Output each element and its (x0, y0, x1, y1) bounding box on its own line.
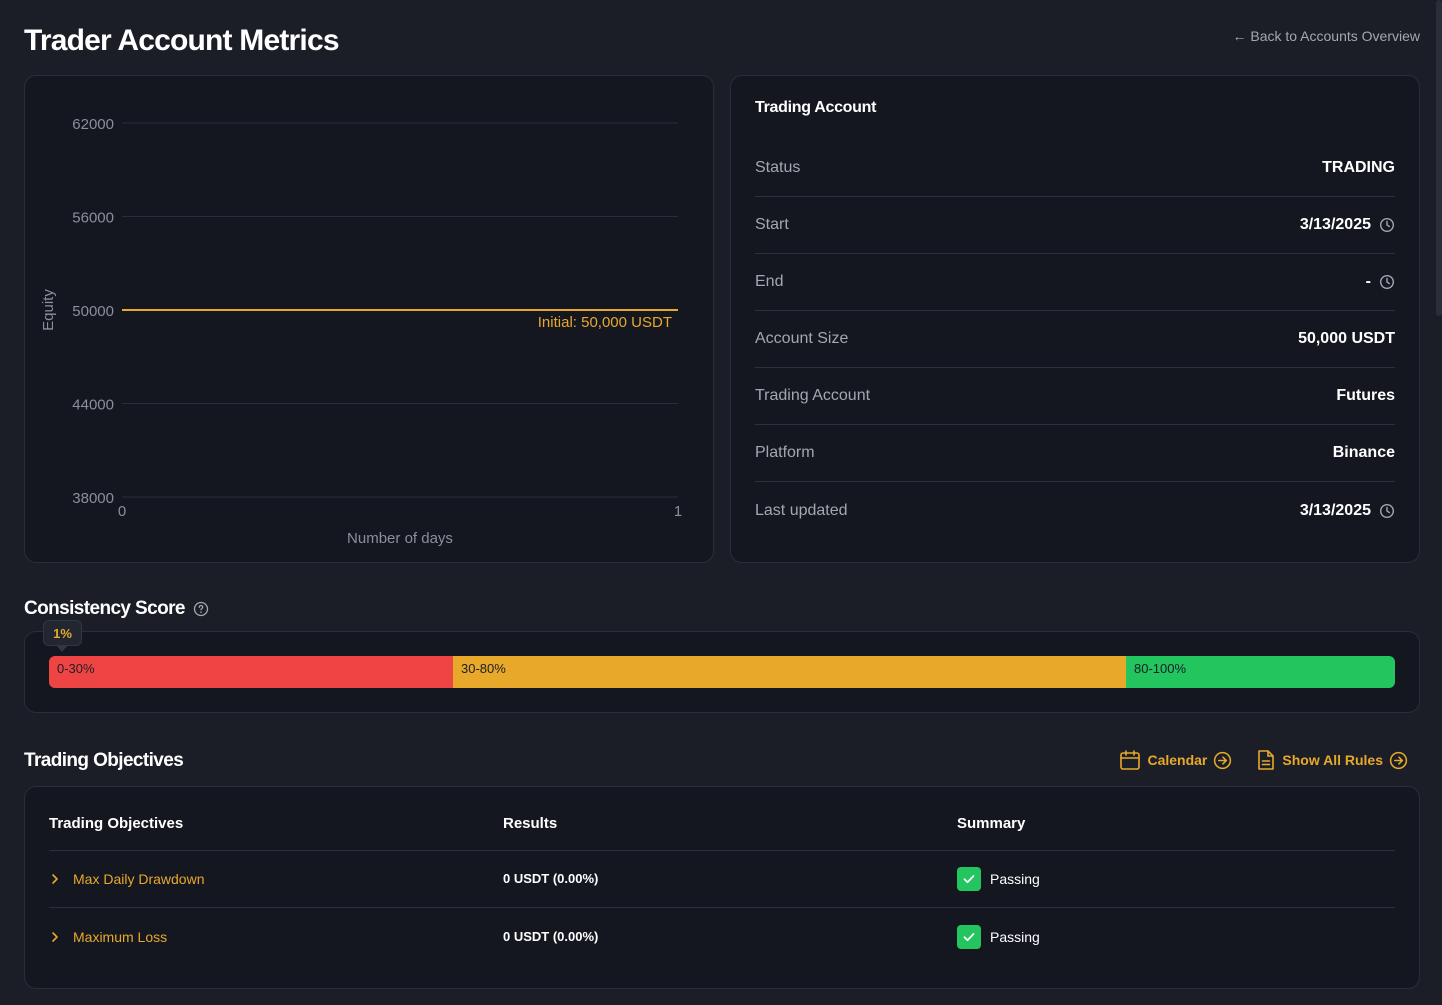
objective-name: Max Daily Drawdown (73, 871, 205, 887)
account-row-value: 50,000 USDT (1298, 330, 1395, 348)
x-tick-label: 0 (118, 503, 126, 520)
help-icon[interactable] (193, 601, 209, 617)
score-segment-low: 0-30% (49, 656, 453, 688)
clock-icon (1379, 217, 1395, 233)
show-all-rules-label: Show All Rules (1282, 752, 1383, 768)
objectives-actions: Calendar Show All Rules (1119, 749, 1408, 771)
y-tick-label: 38000 (72, 490, 114, 507)
page-title: Trader Account Metrics (24, 24, 340, 57)
y-tick-label: 44000 (72, 397, 114, 414)
account-row-end: End - (755, 254, 1395, 311)
consistency-score-title: Consistency Score (24, 598, 185, 619)
objective-result: 0 USDT (0.00%) (503, 871, 599, 886)
clock-icon (1379, 274, 1395, 290)
account-row-label: End (755, 273, 784, 290)
summary-status: Passing (990, 928, 1040, 945)
trading-objectives-heading: Trading Objectives (24, 750, 184, 772)
objective-expand-toggle[interactable]: Maximum Loss (49, 929, 503, 945)
account-row-label: Last updated (755, 501, 848, 519)
column-header-results: Results (503, 814, 558, 832)
account-type-value: Futures (1336, 387, 1395, 404)
calendar-label: Calendar (1147, 752, 1208, 768)
chevron-right-icon (52, 874, 58, 884)
objective-expand-toggle[interactable]: Max Daily Drawdown (49, 871, 503, 887)
y-axis-label: Equity (40, 289, 57, 331)
objective-name: Maximum Loss (73, 928, 168, 945)
y-tick-label: 62000 (72, 116, 114, 133)
calendar-button[interactable]: Calendar (1119, 749, 1232, 771)
y-tick-label: 56000 (72, 210, 114, 227)
account-row-label: Platform (755, 444, 815, 461)
show-all-rules-button[interactable]: Show All Rules (1256, 749, 1408, 771)
arrow-right-circle-icon (1214, 751, 1232, 769)
account-row-start: Start 3/13/2025 (755, 197, 1395, 254)
x-axis-label: Number of days (347, 530, 453, 547)
trading-objectives-title: Trading Objectives (24, 750, 184, 771)
objective-result: 0 USDT (0.00%) (503, 928, 599, 944)
trading-account-title: Trading Account (755, 99, 877, 116)
account-row-value: Futures (1336, 387, 1395, 405)
y-tick-label: 50000 (72, 303, 114, 320)
summary-status: Passing (990, 871, 1040, 887)
account-row-label: Status (755, 159, 801, 176)
start-date-value: 3/13/2025 (1299, 216, 1371, 233)
check-icon (957, 867, 981, 891)
account-row-size: Account Size 50,000 USDT (755, 311, 1395, 368)
column-header-objectives: Trading Objectives (49, 814, 184, 832)
account-row-value: - (1366, 273, 1395, 291)
score-segment-mid: 30-80% (453, 656, 1126, 688)
account-row-label: Start (755, 216, 789, 233)
clock-icon (1379, 503, 1395, 518)
document-icon (1258, 750, 1275, 770)
account-row-platform: Platform Binance (755, 425, 1395, 482)
trading-objectives-card: Trading Objectives Results Summary Max D… (24, 786, 1420, 989)
status-value: TRADING (1322, 159, 1395, 176)
column-header-summary: Summary (957, 814, 1026, 832)
account-row-status: Status TRADING (755, 140, 1395, 197)
calendar-icon (1120, 750, 1141, 770)
account-row-label: Account Size (755, 330, 849, 347)
objective-summary: Passing (957, 924, 1395, 949)
account-size-value: 50,000 USDT (1298, 330, 1395, 347)
account-row-last-updated: Last updated 3/13/2025 (755, 482, 1395, 539)
trading-account-card: Trading Account Status TRADING Start 3/1… (730, 75, 1420, 563)
x-tick-label: 1 (674, 503, 682, 520)
table-row: Maximum Loss 0 USDT (0.00%) Passing (49, 908, 1395, 965)
score-segment-high: 80-100% (1126, 656, 1395, 688)
account-row-value: 3/13/2025 (1300, 216, 1395, 234)
consistency-score-bar: 0-30% 30-80% 80-100% (49, 656, 1395, 688)
table-header: Trading Objectives Results Summary (49, 808, 1395, 851)
check-icon (957, 924, 981, 949)
objectives-table: Trading Objectives Results Summary Max D… (49, 808, 1395, 965)
chevron-right-icon (52, 931, 58, 942)
score-pointer (56, 645, 68, 652)
consistency-score-card: 0-30% 30-80% 80-100% (24, 631, 1420, 713)
platform-value: Binance (1332, 444, 1395, 461)
account-row-value: 3/13/2025 (1300, 502, 1395, 520)
account-row-value: Binance (1333, 444, 1395, 462)
scrollbar[interactable] (1436, 0, 1442, 316)
last-updated-value: 3/13/2025 (1299, 501, 1371, 519)
equity-chart-card: 62000 56000 50000 44000 38000 0 1 Initial: 50,0… (24, 75, 714, 563)
account-row-value: TRADING (1322, 159, 1395, 177)
account-row-label: Trading Account (755, 387, 871, 404)
account-row-type: Trading Account Futures (755, 368, 1395, 425)
consistency-score-badge: 1% (43, 620, 82, 646)
end-date-value: - (1365, 273, 1371, 290)
arrow-right-circle-icon (1389, 751, 1408, 769)
initial-equity-annotation: Initial: 50,000 USDT (538, 314, 672, 331)
back-to-accounts-link[interactable]: ← Back to Accounts Overview (1232, 28, 1420, 44)
consistency-score-heading: Consistency Score (24, 598, 209, 620)
account-details-list: Status TRADING Start 3/13/2025 End - Acc… (755, 140, 1395, 539)
objective-summary: Passing (957, 867, 1395, 891)
table-row: Max Daily Drawdown 0 USDT (0.00%) Passin… (49, 851, 1395, 908)
